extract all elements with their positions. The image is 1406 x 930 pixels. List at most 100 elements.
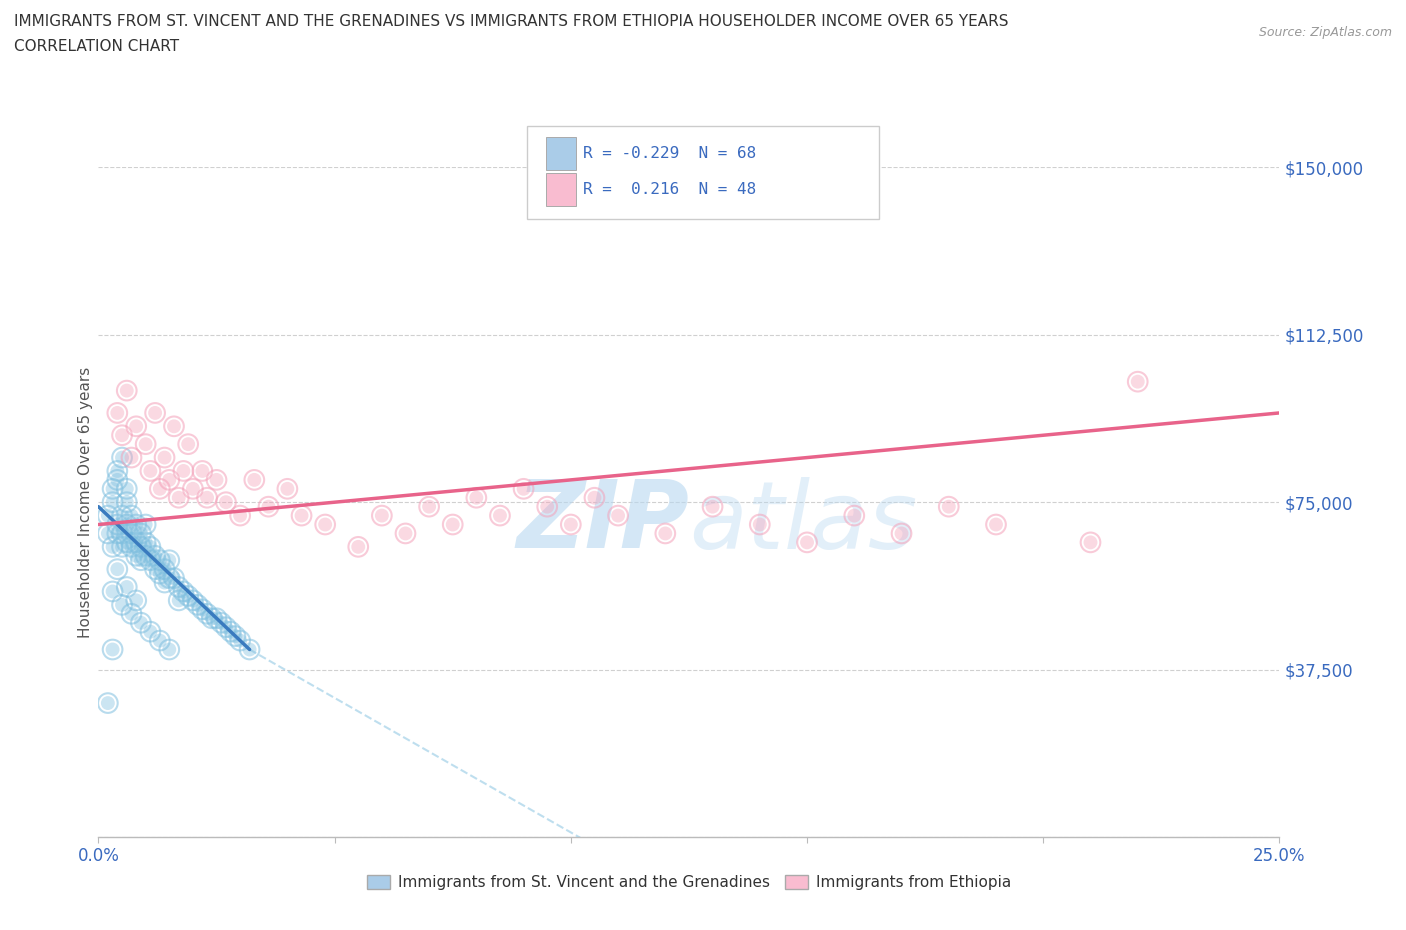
Point	[167, 490, 190, 505]
Point	[125, 517, 148, 532]
Point	[157, 552, 180, 567]
Point	[125, 517, 148, 532]
Point	[229, 508, 252, 523]
Point	[115, 517, 138, 532]
Point	[115, 383, 138, 398]
Point	[105, 472, 128, 487]
Point	[205, 611, 228, 626]
Point	[209, 616, 232, 631]
Point	[257, 499, 280, 514]
Point	[157, 472, 180, 487]
Point	[153, 562, 176, 577]
Point	[121, 606, 143, 621]
Point	[153, 575, 176, 590]
Point	[465, 490, 488, 505]
Point	[243, 472, 266, 487]
Point	[121, 450, 143, 465]
Point	[560, 517, 582, 532]
Point	[101, 482, 124, 497]
Point	[205, 472, 228, 487]
Point	[748, 517, 770, 532]
Point	[607, 508, 630, 523]
Point	[139, 463, 162, 478]
Point	[418, 499, 440, 514]
Point	[101, 642, 124, 657]
Point	[125, 549, 148, 564]
Point	[101, 539, 124, 554]
Point	[215, 619, 238, 634]
Point	[125, 535, 148, 550]
Point	[215, 495, 238, 510]
Point	[181, 593, 204, 608]
Point	[229, 633, 252, 648]
Point	[105, 526, 128, 541]
Point	[167, 490, 190, 505]
Point	[121, 606, 143, 621]
Point	[844, 508, 866, 523]
Text: R = -0.229  N = 68: R = -0.229 N = 68	[583, 146, 756, 161]
Point	[195, 490, 218, 505]
Point	[654, 526, 676, 541]
Point	[121, 450, 143, 465]
Point	[239, 642, 262, 657]
Point	[239, 642, 262, 657]
Point	[143, 405, 166, 420]
Point	[205, 611, 228, 626]
Point	[115, 579, 138, 594]
Point	[229, 633, 252, 648]
Point	[371, 508, 394, 523]
Point	[97, 508, 120, 523]
Point	[489, 508, 512, 523]
Point	[129, 526, 152, 541]
Point	[167, 579, 190, 594]
Point	[135, 517, 157, 532]
Point	[163, 418, 186, 433]
Point	[1080, 535, 1102, 550]
Point	[191, 602, 214, 617]
Point	[172, 463, 194, 478]
Point	[135, 437, 157, 452]
Point	[172, 584, 194, 599]
Point	[121, 539, 143, 554]
Point	[157, 571, 180, 586]
Point	[105, 526, 128, 541]
Point	[129, 616, 152, 631]
Point	[139, 552, 162, 567]
Point	[394, 526, 416, 541]
Point	[139, 624, 162, 639]
Point	[105, 472, 128, 487]
Point	[149, 482, 172, 497]
Text: IMMIGRANTS FROM ST. VINCENT AND THE GRENADINES VS IMMIGRANTS FROM ETHIOPIA HOUSE: IMMIGRANTS FROM ST. VINCENT AND THE GREN…	[14, 14, 1008, 29]
Point	[125, 593, 148, 608]
Point	[181, 593, 204, 608]
Point	[984, 517, 1007, 532]
Point	[105, 463, 128, 478]
Point	[105, 405, 128, 420]
Point	[512, 482, 534, 497]
Point	[153, 575, 176, 590]
Point	[105, 517, 128, 532]
Point	[201, 611, 224, 626]
Point	[115, 482, 138, 497]
Point	[177, 589, 200, 604]
Point	[195, 606, 218, 621]
Point	[890, 526, 912, 541]
Point	[1080, 535, 1102, 550]
Point	[121, 508, 143, 523]
Point	[135, 549, 157, 564]
Point	[748, 517, 770, 532]
Point	[167, 579, 190, 594]
Point	[441, 517, 464, 532]
Point	[101, 584, 124, 599]
Point	[157, 472, 180, 487]
Point	[111, 508, 134, 523]
Point	[938, 499, 960, 514]
Point	[195, 490, 218, 505]
Text: atlas: atlas	[689, 477, 917, 568]
Point	[129, 616, 152, 631]
Point	[465, 490, 488, 505]
Point	[607, 508, 630, 523]
Point	[143, 562, 166, 577]
Point	[583, 490, 606, 505]
Point	[157, 552, 180, 567]
